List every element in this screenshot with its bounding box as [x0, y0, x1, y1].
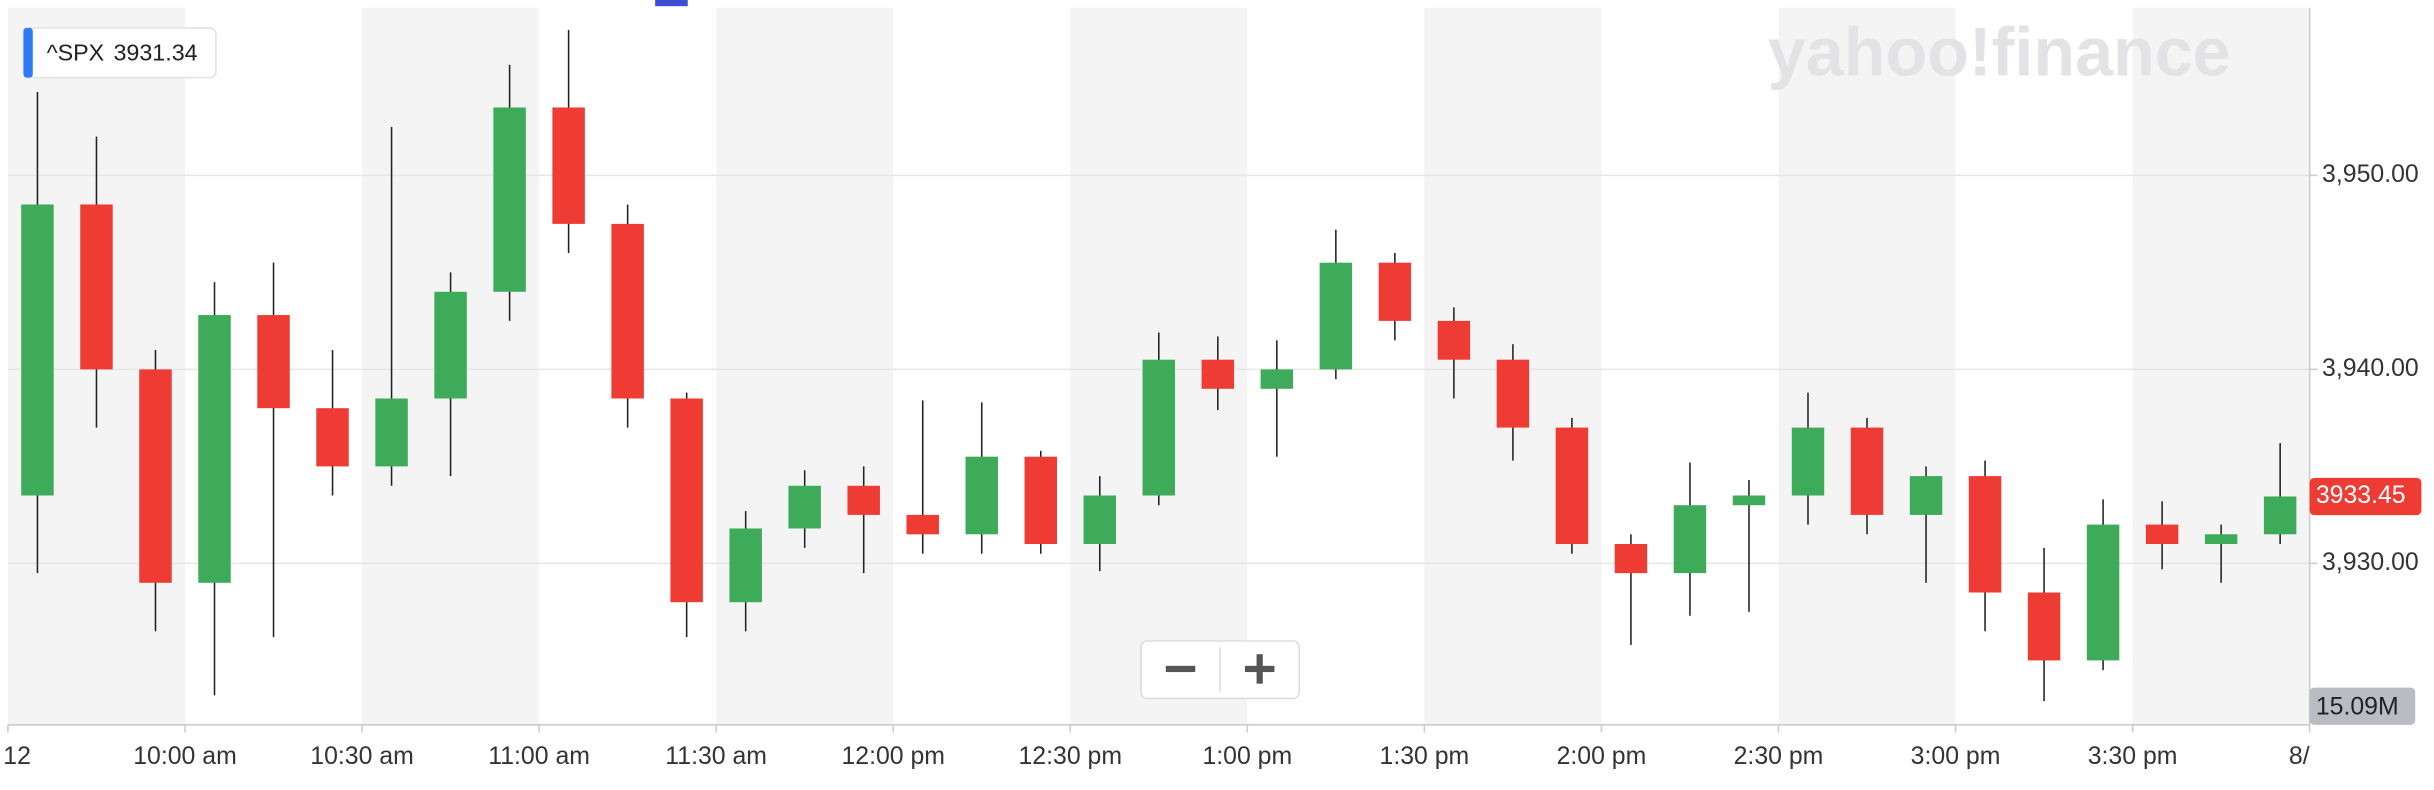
candle-body: [1024, 456, 1057, 544]
candle-body: [1909, 476, 1943, 515]
candle-body: [1732, 495, 1766, 506]
candle-body: [552, 107, 585, 224]
x-tick-label: 12: [3, 743, 31, 770]
candle-body: [2086, 524, 2120, 661]
candle-body: [80, 204, 113, 370]
candle-body: [1378, 262, 1412, 321]
candle-body: [670, 398, 703, 603]
time-band: [2132, 7, 2310, 725]
zoom-in-v[interactable]: [1256, 654, 1263, 684]
quote-badge-accent: [23, 27, 33, 78]
candle-body: [1850, 427, 1884, 515]
volume-label: 15.09M: [2309, 687, 2416, 725]
x-tick-label: 12:00 pm: [841, 743, 945, 770]
candle-body: [375, 398, 408, 467]
quote: 3931.34: [113, 39, 197, 65]
x-tick-label: 3:30 pm: [2088, 743, 2178, 770]
candle-body: [2204, 534, 2238, 544]
zoom-controls: [1140, 640, 1301, 700]
candle-body: [1673, 505, 1707, 574]
logo: yahoo!finance: [1768, 14, 2231, 90]
candle-body: [847, 485, 880, 515]
x-tick-label: 11:30 am: [665, 743, 767, 770]
candle-body: [1496, 359, 1530, 428]
candle-body: [2027, 592, 2061, 661]
x-tick-label: 8/: [2289, 743, 2310, 770]
x-tick-label: 10:00 am: [133, 743, 237, 770]
volume-label-text: 15.09M: [2316, 693, 2399, 720]
candle-body: [1614, 543, 1648, 574]
y-tick-label: 3,950.00: [2322, 161, 2419, 188]
y-tick-label: 3,930.00: [2322, 549, 2419, 576]
x-tick-label: 2:30 pm: [1734, 743, 1824, 770]
candle-body: [906, 514, 939, 535]
quote-badge: ^SPX 3931.34: [22, 27, 217, 79]
x-tick-label: 10:30 am: [310, 743, 414, 770]
x-tick-label: 2:00 pm: [1557, 743, 1647, 770]
candle-body: [139, 369, 172, 583]
x-tick-label: 1:00 pm: [1202, 743, 1292, 770]
time-band: [716, 7, 894, 725]
candle-body: [965, 456, 998, 535]
candle-body: [493, 107, 526, 292]
candle-body: [198, 315, 231, 583]
candle-body: [21, 204, 54, 496]
candle-body: [2145, 524, 2179, 544]
candle-body: [316, 408, 349, 467]
x-tick-label: 11:00 am: [488, 743, 590, 770]
candle-body: [257, 315, 290, 409]
candle-body: [2263, 496, 2297, 535]
last-price-label: 3933.45: [2316, 482, 2406, 509]
candle-body: [1260, 369, 1294, 389]
candle-body: [1142, 359, 1176, 496]
candle-body: [1791, 427, 1825, 496]
candle-body: [1083, 495, 1117, 544]
last-price-box: [2309, 477, 2422, 516]
x-tick-label: 12:30 pm: [1019, 743, 1123, 770]
candle-body: [1968, 476, 2002, 593]
zoom-out[interactable]: [1165, 665, 1196, 673]
range-marker: [655, 0, 688, 7]
candle-body: [1201, 359, 1235, 389]
zoom-in[interactable]: [1244, 654, 1275, 684]
candle-body: [1319, 262, 1353, 370]
y-tick-label: 3,940.00: [2322, 355, 2419, 382]
x-tick-label: 1:30 pm: [1380, 743, 1470, 770]
time-band: [1778, 7, 1956, 725]
candle-body: [1555, 427, 1589, 544]
x-tick-label: 3:00 pm: [1911, 743, 2001, 770]
candle-body: [788, 485, 821, 529]
candle-body: [611, 223, 644, 399]
candle-body: [1437, 320, 1471, 360]
symbol: ^SPX: [47, 39, 105, 65]
plot: [7, 29, 2310, 702]
candle-body: [729, 528, 762, 603]
candle-body: [434, 291, 467, 399]
volume-label-box: [2309, 687, 2416, 725]
